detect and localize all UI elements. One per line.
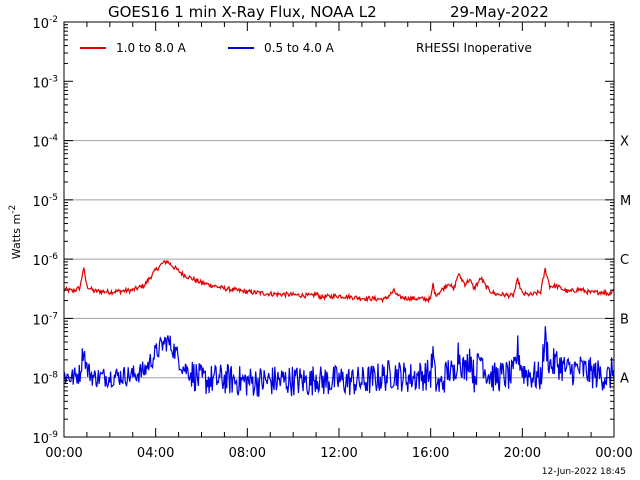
legend-label-short-wavelength: 0.5 to 4.0 A xyxy=(264,41,335,55)
flare-class-b: B xyxy=(620,312,629,327)
y-tick-label: 10-7 xyxy=(32,311,58,328)
y-tick-label: 10-6 xyxy=(32,252,58,269)
y-axis: 10-2 10-3 10-4 10-5 10-6 10-7 10-8 10-9 xyxy=(32,15,614,447)
y-axis-label: Watts m-2 xyxy=(8,205,23,259)
legend: 1.0 to 8.0 A 0.5 to 4.0 A RHESSI Inopera… xyxy=(80,41,532,55)
generation-timestamp: 12-Jun-2022 18:45 xyxy=(542,467,626,477)
y-tick-label: 10-9 xyxy=(32,430,58,447)
y-tick-label: 10-4 xyxy=(32,134,58,151)
x-tick-label: 08:00 xyxy=(229,446,266,461)
y-axis-label-text: Watts m xyxy=(10,214,23,259)
y-tick-label: 10-5 xyxy=(32,193,58,210)
chart-date: 29-May-2022 xyxy=(450,3,549,21)
x-tick-label: 00:00 xyxy=(45,446,82,461)
flare-class-m: M xyxy=(620,194,631,209)
flare-class-axis: X M C B A xyxy=(620,135,631,387)
x-tick-label: 20:00 xyxy=(504,446,541,461)
series-line-long-wavelength xyxy=(63,259,615,304)
flare-class-a: A xyxy=(620,372,629,387)
x-axis: 00:00 04:00 08:00 12:00 16:00 20:00 00:00 xyxy=(45,22,633,461)
legend-label-long-wavelength: 1.0 to 8.0 A xyxy=(116,41,187,55)
x-tick-label: 04:00 xyxy=(137,446,174,461)
y-tick-label: 10-2 xyxy=(32,15,58,32)
series-layer xyxy=(63,259,615,397)
y-tick-label: 10-3 xyxy=(32,74,58,91)
x-tick-label: 00:00 xyxy=(595,446,632,461)
chart-title: GOES16 1 min X-Ray Flux, NOAA L2 xyxy=(108,3,377,21)
series-line-short-wavelength xyxy=(63,326,615,397)
rhessi-annotation: RHESSI Inoperative xyxy=(416,41,532,55)
flare-class-c: C xyxy=(620,253,629,268)
y-axis-label-exponent: -2 xyxy=(8,205,18,214)
y-tick-label: 10-8 xyxy=(32,371,58,388)
flare-class-x: X xyxy=(620,135,629,150)
plot-grid xyxy=(64,140,614,379)
x-tick-label: 12:00 xyxy=(320,446,357,461)
x-tick-label: 16:00 xyxy=(412,446,449,461)
